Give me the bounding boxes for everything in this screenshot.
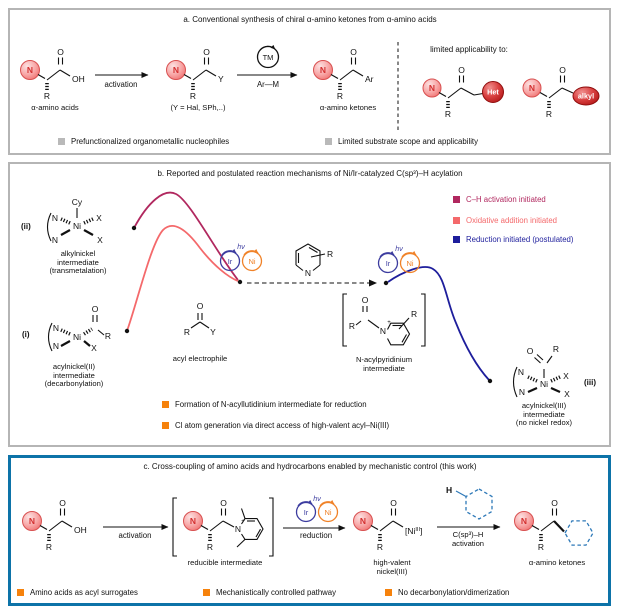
caption-reducible: reducible intermediate <box>187 558 263 567</box>
caption-alkylnickel: alkylnickel intermediate (transmetalatio… <box>49 249 107 276</box>
bullet-formation: Formation of N-acyllutidinium intermedia… <box>162 400 367 409</box>
ch-activation-arrow-label: C(sp³)–H activation <box>451 530 485 548</box>
orange-bullet-icon <box>203 589 210 596</box>
caption-acyl-y: (Y = Hal, SPh,..) <box>170 103 226 112</box>
bullet-label: Limited substrate scope and applicabilit… <box>338 137 478 146</box>
legend-oxidative-addition: Oxidative addition initiated <box>453 216 557 225</box>
orange-bullet-icon <box>17 589 24 596</box>
caption-high-valent: high-valent nickel(III) <box>373 558 411 576</box>
panel-c <box>8 455 611 606</box>
caption-acyl-electrophile: acyl electrophile <box>172 354 228 363</box>
bullet-surrogates: Amino acids as acyl surrogates <box>17 588 138 597</box>
caption-acylnickel-iii: acylnickel(III) intermediate (no nickel … <box>515 401 573 428</box>
panel-c-title: c. Cross-coupling of amino acids and hyd… <box>143 462 477 471</box>
caption-acylnickel-ii: acylnickel(II) intermediate (decarbonyla… <box>44 362 104 389</box>
gray-bullet-icon <box>325 138 332 145</box>
orange-bullet-icon <box>385 589 392 596</box>
legend-swatch-icon <box>453 236 460 243</box>
caption-amino-acids: α-amino acids <box>31 103 79 112</box>
bullet-label: Mechanistically controlled pathway <box>216 588 337 597</box>
bullet-nucleophiles: Prefunctionalized organometallic nucleop… <box>58 137 229 146</box>
bullet-no-decarb: No decarbonylation/dimerization <box>385 588 509 597</box>
panel-a-title: a. Conventional synthesis of chiral α-am… <box>183 15 437 24</box>
bullet-scope: Limited substrate scope and applicabilit… <box>325 137 478 146</box>
orange-bullet-icon <box>162 422 169 429</box>
label-iii: (iii) <box>584 378 596 387</box>
limited-applicability-heading: limited applicability to: <box>430 45 508 54</box>
panel-b-title: b. Reported and postulated reaction mech… <box>157 169 463 178</box>
bullet-cl-atom: Cl atom generation via direct access of … <box>162 421 389 430</box>
activation-arrow-label: activation <box>104 80 138 89</box>
label-i: (i) <box>22 330 30 339</box>
bullet-label: Formation of N-acyllutidinium intermedia… <box>175 400 367 409</box>
gray-bullet-icon <box>58 138 65 145</box>
legend-label: Reduction initiated (postulated) <box>466 235 574 244</box>
panel-a <box>8 8 611 155</box>
label-ii: (ii) <box>21 222 31 231</box>
bullet-pathway: Mechanistically controlled pathway <box>203 588 336 597</box>
reduction-arrow-label: reduction <box>299 531 333 540</box>
panel-b <box>8 162 611 447</box>
bullet-label: No decarbonylation/dimerization <box>398 588 510 597</box>
bullet-label: Amino acids as acyl surrogates <box>30 588 138 597</box>
legend-label: Oxidative addition initiated <box>466 216 558 225</box>
activation-arrow-label-c: activation <box>118 531 152 540</box>
legend-label: C–H activation initiated <box>466 195 546 204</box>
legend-swatch-icon <box>453 196 460 203</box>
legend-ch-activation: C–H activation initiated <box>453 195 546 204</box>
caption-amino-ketones-c: α-amino ketones <box>528 558 586 567</box>
ar-m-reagent-label: Ar—M <box>256 80 280 89</box>
legend-swatch-icon <box>453 217 460 224</box>
caption-acylpyridinium: N-acylpyridinium intermediate <box>355 355 413 373</box>
caption-amino-ketones: α-amino ketones <box>319 103 377 112</box>
bullet-label: Cl atom generation via direct access of … <box>175 421 390 430</box>
legend-reduction: Reduction initiated (postulated) <box>453 235 574 244</box>
orange-bullet-icon <box>162 401 169 408</box>
bullet-label: Prefunctionalized organometallic nucleop… <box>71 137 230 146</box>
